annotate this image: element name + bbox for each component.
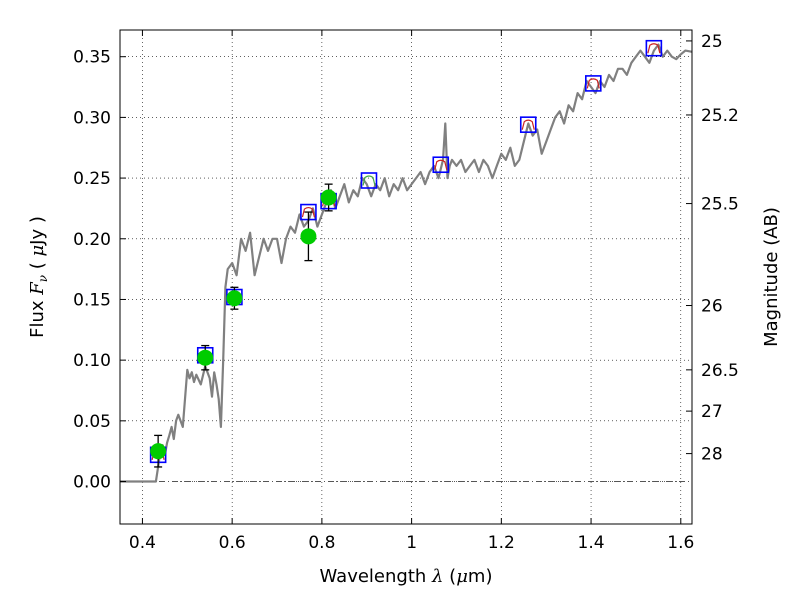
y-axis-ticks: 0.00 0.05 0.10 0.15 0.20 0.25 0.30 0.35 bbox=[73, 48, 126, 493]
plot-frame bbox=[119, 29, 693, 525]
observed-points bbox=[150, 189, 337, 460]
filter-curve bbox=[521, 119, 535, 130]
x-tick-label: 1.2 bbox=[488, 533, 515, 553]
x-tick-label: 0.6 bbox=[219, 533, 246, 553]
model-photometry-box bbox=[585, 75, 602, 92]
x-axis-label: Wavelength λ (μm) bbox=[320, 566, 493, 587]
observed-point bbox=[197, 349, 214, 366]
filter-curve bbox=[586, 78, 600, 89]
filter-curve bbox=[434, 159, 448, 170]
x-tick-label: 1.6 bbox=[667, 533, 694, 553]
y-tick-label: 0.05 bbox=[73, 412, 111, 432]
y-tick-label: 0.25 bbox=[73, 169, 111, 189]
grid bbox=[120, 30, 692, 524]
x-tick-label: 1 bbox=[406, 533, 417, 553]
y-tick-label: 0.15 bbox=[73, 290, 111, 310]
filter-curve bbox=[362, 175, 376, 186]
model-photometry-box bbox=[360, 172, 378, 189]
model-photometry-box bbox=[519, 116, 537, 133]
y2-tick-label: 25.5 bbox=[701, 195, 739, 215]
y2-tick-label: 27 bbox=[701, 402, 723, 422]
observed-point bbox=[226, 290, 243, 307]
y2-axis-ticks: 25 25.2 25.5 26 26.5 27 28 bbox=[686, 32, 739, 465]
observed-point bbox=[150, 443, 167, 460]
x-tick-label: 0.8 bbox=[308, 533, 335, 553]
observed-point bbox=[300, 228, 317, 245]
y2-tick-label: 25 bbox=[701, 32, 723, 52]
y2-tick-label: 26 bbox=[701, 297, 723, 317]
observed-point bbox=[320, 189, 337, 206]
y-tick-label: 0.00 bbox=[73, 473, 111, 493]
x-tick-label: 0.4 bbox=[129, 533, 156, 553]
y-tick-label: 0.20 bbox=[73, 230, 111, 250]
model-photometry-box bbox=[432, 156, 450, 174]
x-tick-label: 1.4 bbox=[578, 533, 605, 553]
model-photometry-box bbox=[645, 39, 663, 57]
y-tick-label: 0.30 bbox=[73, 108, 111, 128]
y2-tick-label: 28 bbox=[701, 445, 723, 465]
y2-tick-label: 25.2 bbox=[701, 106, 739, 126]
y2-axis-label: Magnitude (AB) bbox=[761, 207, 782, 347]
y2-tick-label: 26.5 bbox=[701, 361, 739, 381]
y-tick-label: 0.10 bbox=[73, 351, 111, 371]
filter-curve bbox=[647, 43, 661, 54]
filter-curve bbox=[301, 206, 316, 218]
y-tick-label: 0.35 bbox=[73, 48, 111, 68]
x-axis-ticks: 0.4 0.6 0.8 1 1.2 1.4 1.6 bbox=[129, 30, 694, 553]
plot-area bbox=[120, 30, 692, 524]
y-axis-label: Flux Fν ( μJy ) bbox=[27, 216, 50, 338]
